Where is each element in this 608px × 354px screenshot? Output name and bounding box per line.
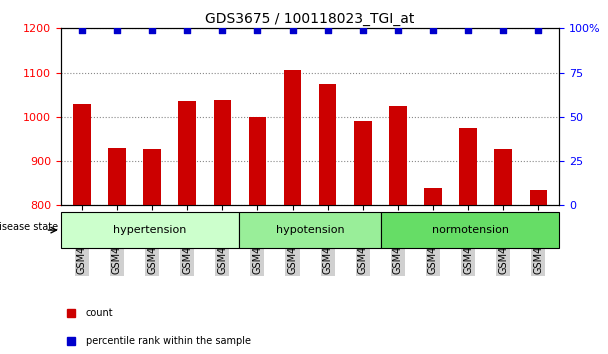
Bar: [284, 70, 302, 205]
Text: hypotension: hypotension: [276, 225, 344, 235]
Bar: [354, 121, 371, 205]
Bar: [213, 100, 231, 205]
Text: normotension: normotension: [432, 225, 509, 235]
Bar: [530, 190, 547, 205]
Point: [463, 27, 473, 33]
Point: [428, 27, 438, 33]
Point: [393, 27, 402, 33]
Point: [112, 27, 122, 33]
Bar: [459, 128, 477, 205]
Point: [288, 27, 297, 33]
Bar: [108, 148, 126, 205]
Point: [252, 27, 262, 33]
Bar: [494, 149, 512, 205]
Bar: [424, 188, 442, 205]
Title: GDS3675 / 100118023_TGI_at: GDS3675 / 100118023_TGI_at: [206, 12, 415, 26]
Text: percentile rank within the sample: percentile rank within the sample: [86, 336, 250, 346]
FancyBboxPatch shape: [239, 212, 381, 248]
Bar: [249, 117, 266, 205]
Point: [147, 27, 157, 33]
Text: count: count: [86, 308, 113, 318]
Bar: [389, 106, 407, 205]
Bar: [143, 149, 161, 205]
Text: hypertension: hypertension: [113, 225, 187, 235]
FancyBboxPatch shape: [381, 212, 559, 248]
Bar: [178, 101, 196, 205]
Point: [323, 27, 333, 33]
Point: [499, 27, 508, 33]
Point: [182, 27, 192, 33]
Point: [218, 27, 227, 33]
Point: [77, 27, 87, 33]
Text: disease state: disease state: [0, 222, 58, 232]
Bar: [319, 84, 336, 205]
Point: [358, 27, 368, 33]
Bar: [73, 104, 91, 205]
FancyBboxPatch shape: [61, 212, 239, 248]
Point: [533, 27, 543, 33]
